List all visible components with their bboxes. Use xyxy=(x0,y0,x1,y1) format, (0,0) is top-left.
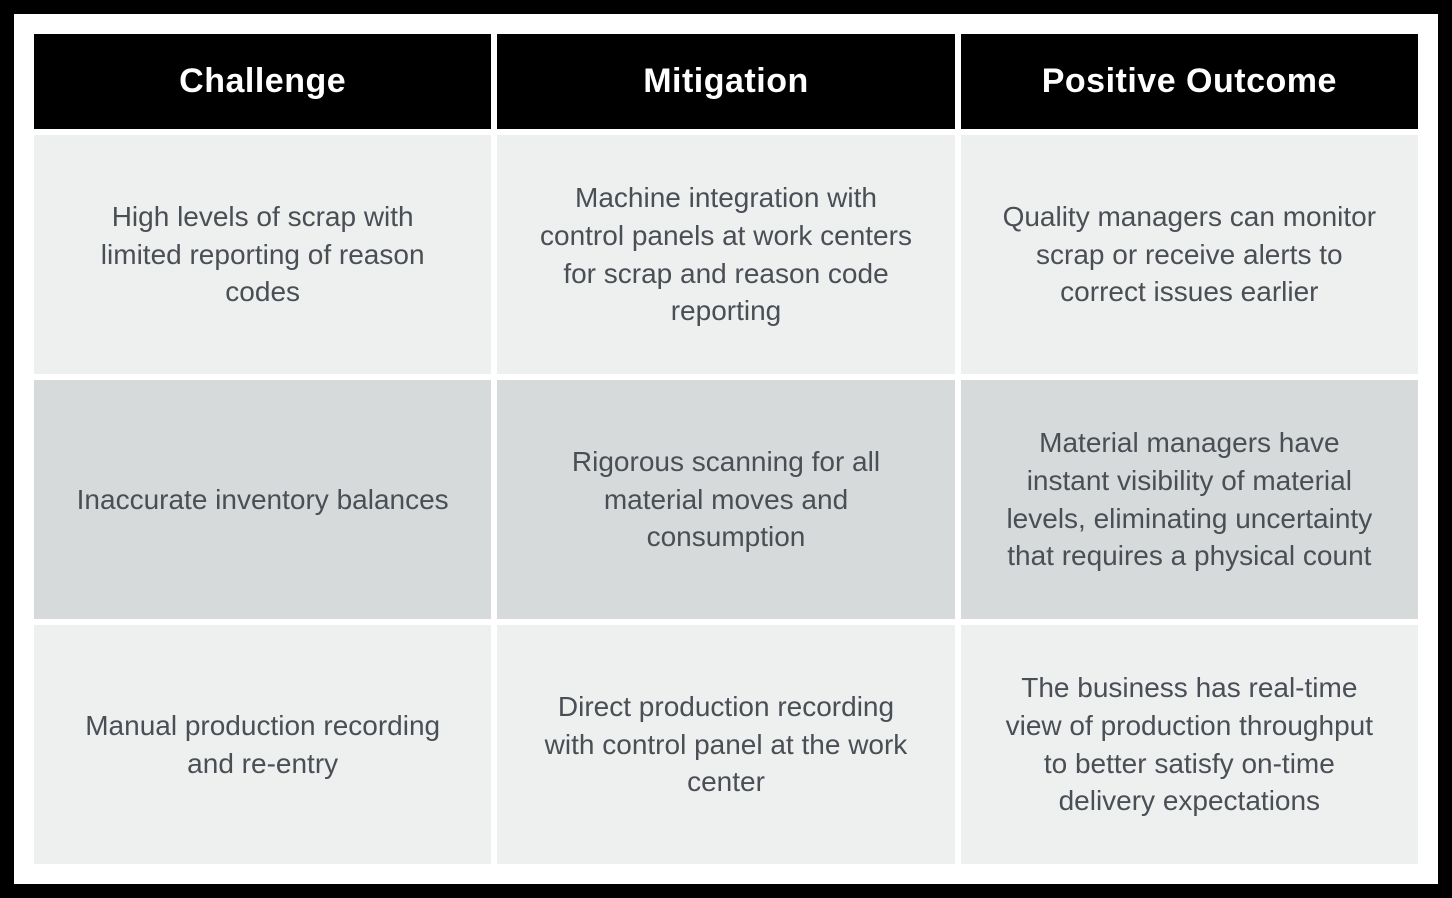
challenge-mitigation-outcome-table: Challenge Mitigation Positive Outcome Hi… xyxy=(28,28,1424,870)
cell-outcome: Quality managers can monitor scrap or re… xyxy=(961,135,1418,374)
table-row: Manual production recording and re-entry… xyxy=(34,625,1418,864)
col-header-challenge: Challenge xyxy=(34,34,491,129)
col-header-mitigation: Mitigation xyxy=(497,34,954,129)
table-row: High levels of scrap with limited report… xyxy=(34,135,1418,374)
cell-mitigation: Rigorous scanning for all material moves… xyxy=(497,380,954,619)
cell-outcome: The business has real-time view of produ… xyxy=(961,625,1418,864)
cell-challenge: High levels of scrap with limited report… xyxy=(34,135,491,374)
col-header-outcome: Positive Outcome xyxy=(961,34,1418,129)
cell-mitigation: Machine integration with control panels … xyxy=(497,135,954,374)
cell-mitigation: Direct production recording with control… xyxy=(497,625,954,864)
cell-challenge: Inaccurate inventory balances xyxy=(34,380,491,619)
table-header-row: Challenge Mitigation Positive Outcome xyxy=(34,34,1418,129)
table-row: Inaccurate inventory balances Rigorous s… xyxy=(34,380,1418,619)
table-frame: Challenge Mitigation Positive Outcome Hi… xyxy=(0,0,1452,898)
cell-challenge: Manual production recording and re-entry xyxy=(34,625,491,864)
cell-outcome: Material managers have instant visibilit… xyxy=(961,380,1418,619)
